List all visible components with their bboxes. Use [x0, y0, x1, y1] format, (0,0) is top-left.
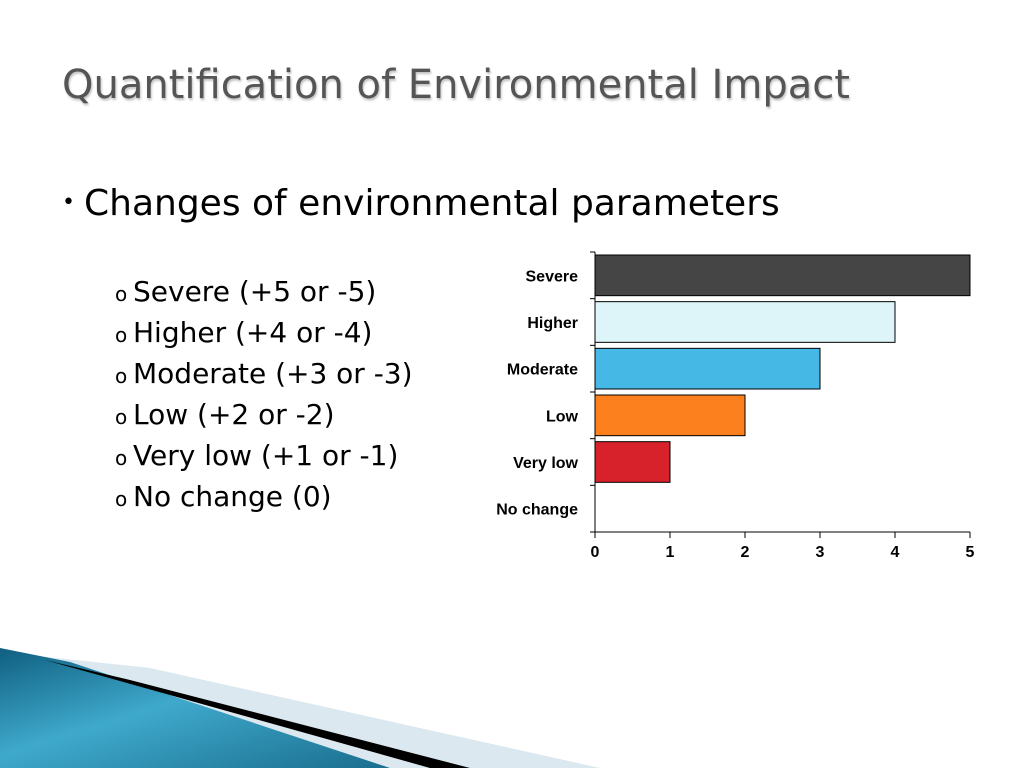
bar-low [594, 394, 746, 437]
impact-bar-chart: Severe Higher Moderate Low Very low No change… [496, 251, 975, 561]
category-label: No change [496, 502, 578, 519]
x-tick-label: 4 [891, 544, 900, 561]
main-bullet-text: Changes of environmental parameters [84, 183, 780, 224]
list-item-text: Moderate (+3 or -3) [133, 357, 413, 390]
deco-blue-band [0, 648, 390, 768]
category-label: Higher [527, 315, 578, 332]
deco-black-stripe [45, 660, 470, 768]
category-label: Moderate [507, 362, 578, 379]
list-marker: o [115, 282, 128, 306]
list-item-text: Higher (+4 or -4) [133, 316, 373, 349]
list-item-text: No change (0) [133, 480, 332, 513]
list-marker: o [115, 323, 128, 347]
x-tick-label: 3 [816, 544, 825, 561]
bar-moderate [594, 347, 821, 390]
bar-higher [594, 301, 896, 343]
list-item: o No change (0) [115, 476, 413, 517]
x-tick-label: 0 [591, 544, 600, 561]
x-tick-label: 1 [666, 544, 675, 561]
list-item: o Severe (+5 or -5) [115, 271, 413, 312]
list-marker: o [115, 487, 128, 511]
list-item: o Very low (+1 or -1) [115, 435, 413, 476]
list-marker: o [115, 405, 128, 429]
list-item-text: Very low (+1 or -1) [133, 439, 399, 472]
list-item-text: Low (+2 or -2) [133, 398, 335, 431]
slide-title: Quantification of Environmental Impact [62, 62, 850, 108]
category-label: Severe [526, 268, 579, 285]
list-marker: o [115, 446, 128, 470]
x-tick-label: 2 [741, 544, 750, 561]
list-item: o Low (+2 or -2) [115, 394, 413, 435]
category-label: Very low [513, 455, 578, 472]
list-marker: o [115, 364, 128, 388]
x-tick-label: 5 [966, 544, 975, 561]
bar-very-low [594, 441, 671, 483]
category-label: Low [546, 408, 579, 425]
main-bullet: • Changes of environmental parameters [62, 183, 780, 224]
list-item: o Higher (+4 or -4) [115, 312, 413, 353]
bullet-marker: • [62, 190, 75, 215]
bar-severe [594, 254, 971, 297]
list-item-text: Severe (+5 or -5) [133, 275, 377, 308]
list-item: o Moderate (+3 or -3) [115, 353, 413, 394]
